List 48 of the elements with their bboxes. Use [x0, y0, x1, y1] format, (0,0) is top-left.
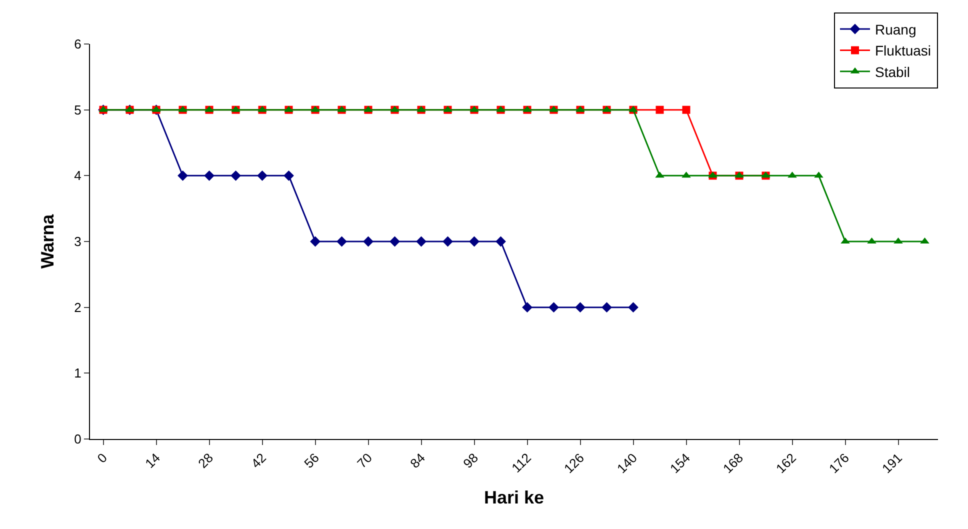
- point: [548, 302, 559, 313]
- x-tick-label: 28: [195, 450, 216, 472]
- point: [390, 236, 400, 247]
- x-tick-label: 84: [407, 450, 428, 472]
- point: [522, 302, 532, 313]
- point: [257, 170, 268, 181]
- y-tick-label: 6: [74, 36, 82, 52]
- y-tick-label: 0: [74, 432, 82, 447]
- point: [575, 302, 586, 313]
- x-tick-label: 176: [826, 450, 852, 476]
- x-tick-label: 56: [301, 450, 322, 472]
- y-axis-title: Warna: [37, 213, 58, 269]
- point: [284, 170, 294, 181]
- x-tick-label: 112: [508, 450, 534, 476]
- x-tick-label: 154: [667, 450, 693, 476]
- x-tick-label: 162: [773, 450, 799, 476]
- x-tick-label: 126: [561, 450, 587, 476]
- y-tick-label: 1: [74, 366, 82, 381]
- point: [656, 106, 664, 114]
- point: [602, 302, 612, 313]
- legend-label: Ruang: [875, 21, 916, 38]
- x-tick-label: 70: [354, 450, 375, 472]
- x-tick-label: 14: [142, 450, 163, 472]
- point: [230, 170, 241, 181]
- legend-label: Fluktuasi: [875, 42, 932, 59]
- point: [496, 236, 506, 247]
- point: [310, 236, 320, 247]
- point: [682, 106, 690, 114]
- point: [178, 170, 188, 181]
- point: [336, 236, 347, 247]
- x-tick-label: 140: [614, 450, 640, 476]
- y-tick-label: 4: [74, 168, 82, 184]
- x-tick-label: 191: [879, 450, 905, 476]
- x-tick-label: 98: [460, 450, 481, 472]
- point: [469, 236, 480, 247]
- x-axis-title: Hari ke: [484, 487, 544, 508]
- y-tick-label: 2: [74, 300, 82, 315]
- y-tick-label: 5: [74, 102, 82, 118]
- x-tick-label: 168: [720, 450, 746, 476]
- point: [416, 236, 426, 247]
- point: [442, 236, 453, 247]
- point: [204, 170, 214, 181]
- point: [363, 236, 374, 247]
- y-tick-label: 3: [74, 234, 82, 250]
- x-tick-label: 0: [94, 450, 110, 466]
- x-tick-label: 42: [248, 450, 269, 472]
- legend-label: Stabil: [875, 64, 910, 80]
- point: [628, 302, 638, 313]
